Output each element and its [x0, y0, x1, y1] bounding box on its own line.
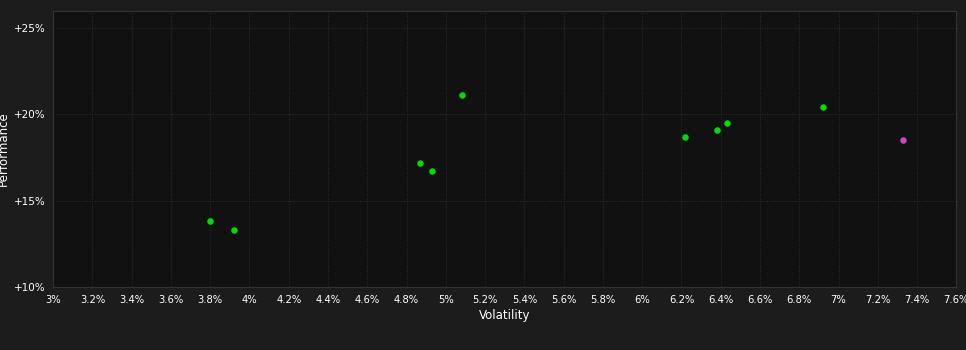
Point — [412, 160, 428, 166]
Point — [454, 92, 469, 98]
Point — [424, 168, 440, 174]
Point — [815, 105, 831, 110]
Point — [678, 134, 694, 139]
Point — [895, 137, 911, 143]
Y-axis label: Performance: Performance — [0, 111, 10, 186]
X-axis label: Volatility: Volatility — [479, 309, 530, 322]
Point — [709, 127, 724, 133]
Point — [226, 227, 242, 233]
Point — [203, 218, 218, 224]
Point — [719, 120, 734, 126]
